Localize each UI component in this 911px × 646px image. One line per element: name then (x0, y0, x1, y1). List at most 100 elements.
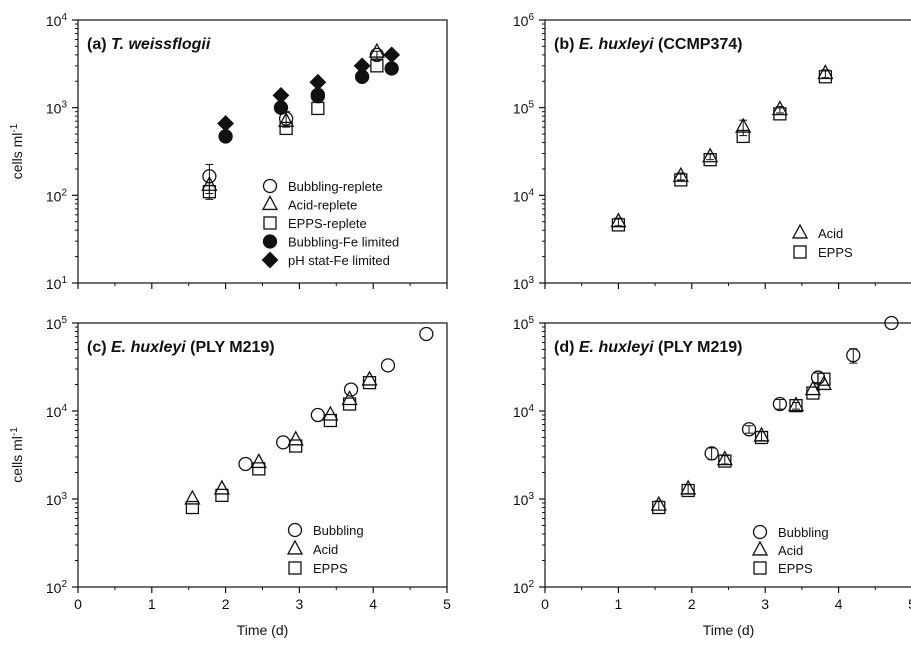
data-point (202, 169, 217, 184)
y-tick-label: 101 (46, 275, 68, 292)
legend-marker (751, 540, 769, 556)
data-point (213, 479, 230, 495)
data-point (383, 46, 401, 64)
series-square-open (652, 372, 831, 515)
y-tick-label: 104 (46, 403, 68, 420)
x-tick-label: 1 (148, 596, 156, 612)
data-point (323, 413, 338, 428)
data-point (652, 500, 666, 515)
data-point (289, 439, 303, 453)
y-tick-label: 104 (46, 12, 68, 29)
data-point (704, 446, 719, 461)
y-tick-label: 103 (46, 100, 68, 117)
legend-marker (263, 216, 277, 230)
data-point (736, 129, 750, 144)
legend-marker (752, 524, 768, 540)
x-tick-label: 1 (615, 596, 623, 612)
data-point (680, 479, 697, 495)
series-circle-filled (218, 61, 399, 144)
series-square-open (202, 59, 384, 200)
data-point (362, 375, 377, 390)
data-point (806, 386, 820, 400)
data-point (884, 315, 899, 331)
plot-frame (77, 322, 448, 588)
data-point (384, 61, 399, 76)
y-axis-label: cells ml-1 (9, 123, 25, 179)
data-point (217, 115, 235, 132)
legend-marker (262, 234, 278, 249)
legend-label: Bubbling (778, 525, 829, 540)
data-point (610, 212, 627, 228)
legend-label: EPPS (818, 245, 853, 260)
series-diamond-filled (217, 46, 401, 132)
data-point (754, 430, 769, 445)
series-triangle-open (610, 64, 834, 228)
y-tick-label: 105 (46, 315, 68, 332)
data-point (185, 500, 200, 515)
y-tick-label: 105 (513, 315, 535, 332)
x-tick-label: 5 (908, 596, 911, 612)
panel-title: (d) E. huxleyi (PLY M219) (554, 339, 743, 356)
data-point (672, 166, 689, 182)
data-point (703, 153, 717, 167)
x-tick-label: 4 (369, 596, 377, 612)
data-point (702, 147, 719, 163)
panel-title: (b) E. huxleyi (CCMP374) (554, 36, 742, 53)
legend-label: pH stat-Fe limited (288, 253, 390, 268)
data-point (368, 42, 385, 58)
y-tick-label: 102 (513, 579, 535, 596)
data-point (309, 73, 327, 91)
legend-label: Bubbling-Fe limited (288, 235, 399, 250)
data-point (741, 422, 757, 437)
x-tick-label: 4 (835, 596, 843, 612)
plot-frame (544, 19, 911, 284)
y-axis-label: cells ml-1 (9, 427, 25, 483)
data-point (184, 489, 201, 505)
legend-label: Acid (313, 542, 338, 557)
x-axis-label: Time (d) (237, 622, 289, 638)
legend-marker (753, 561, 767, 575)
data-point (817, 64, 834, 80)
legend-marker (261, 251, 279, 269)
data-point (772, 396, 788, 412)
series-circle-open (704, 315, 899, 461)
data-point (716, 450, 733, 466)
data-point (310, 89, 326, 104)
data-point (353, 57, 371, 75)
legend-label: Acid-replete (288, 198, 357, 213)
data-point (773, 107, 787, 121)
x-tick-label: 2 (688, 596, 696, 612)
data-point (611, 218, 626, 232)
series-triangle-open (184, 370, 378, 505)
data-point (815, 375, 833, 391)
data-point (272, 86, 290, 104)
y-tick-label: 103 (513, 275, 535, 292)
y-tick-label: 105 (513, 100, 535, 117)
data-point (681, 483, 695, 498)
legend-label: EPPS-replete (288, 216, 367, 231)
data-point (818, 70, 833, 84)
data-point (787, 396, 805, 412)
data-point (342, 397, 357, 411)
data-point (804, 380, 821, 396)
x-tick-label: 3 (296, 596, 304, 612)
data-point (311, 101, 325, 116)
data-point (846, 348, 861, 363)
y-tick-label: 103 (513, 491, 535, 508)
x-tick-label: 0 (541, 596, 549, 612)
legend-marker (791, 223, 809, 239)
data-point (250, 453, 267, 469)
y-tick-label: 103 (46, 491, 68, 508)
data-point (202, 185, 217, 199)
x-tick-label: 3 (761, 596, 769, 612)
data-point (370, 59, 384, 73)
y-tick-label: 106 (513, 12, 535, 29)
legend-label: EPPS (313, 561, 348, 576)
legend-label: EPPS (778, 561, 813, 576)
data-point (361, 370, 378, 386)
legend-label: Bubbling-replete (288, 179, 383, 194)
x-tick-label: 2 (222, 596, 230, 612)
series-square-open (611, 70, 833, 232)
y-tick-label: 102 (46, 187, 68, 204)
x-tick-label: 5 (443, 596, 451, 612)
